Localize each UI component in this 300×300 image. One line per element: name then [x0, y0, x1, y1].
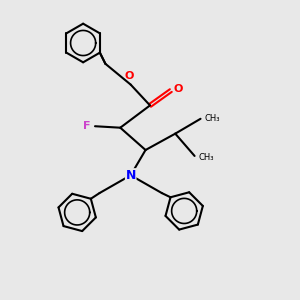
Text: O: O — [124, 71, 134, 81]
Text: CH₃: CH₃ — [204, 114, 220, 123]
Text: F: F — [83, 121, 91, 131]
Text: CH₃: CH₃ — [198, 153, 214, 162]
Text: N: N — [125, 169, 136, 182]
Text: O: O — [174, 84, 183, 94]
